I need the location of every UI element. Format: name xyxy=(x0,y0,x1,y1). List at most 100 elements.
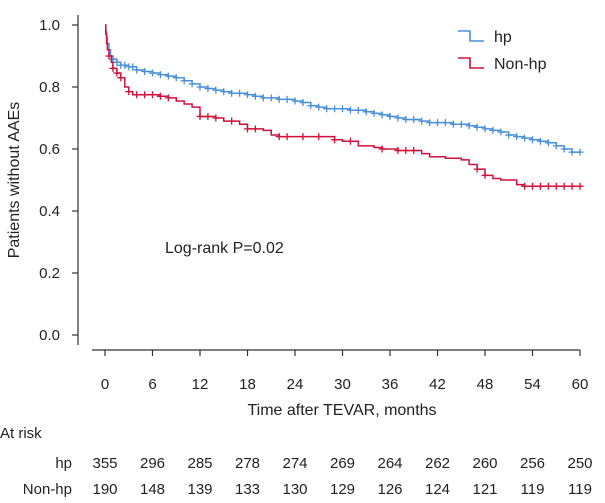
censor-mark xyxy=(141,91,149,99)
censor-mark xyxy=(441,119,449,127)
censor-mark xyxy=(228,89,236,97)
censor-mark xyxy=(121,61,129,69)
censor-mark xyxy=(105,52,113,60)
risk-value: 121 xyxy=(472,481,498,498)
x-tick-label: 12 xyxy=(192,376,209,393)
censor-mark xyxy=(560,182,568,190)
y-tick-label: 0.6 xyxy=(39,141,60,158)
y-tick-label: 0.8 xyxy=(39,79,60,96)
censor-mark xyxy=(465,122,473,130)
censor-mark xyxy=(149,69,156,77)
risk-value: 274 xyxy=(282,455,308,472)
x-tick-label: 48 xyxy=(477,376,494,393)
censor-mark xyxy=(133,91,141,99)
censor-mark xyxy=(481,171,489,179)
censor-mark xyxy=(109,64,117,72)
censor-mark xyxy=(283,133,291,141)
risk-row-label: Non-hp xyxy=(22,481,72,498)
censor-mark xyxy=(315,133,323,141)
censor-mark xyxy=(552,182,560,190)
y-tick-label: 0.4 xyxy=(39,203,60,220)
censor-mark xyxy=(339,105,346,113)
censor-mark xyxy=(521,182,529,190)
censor-mark xyxy=(457,120,465,128)
censor-mark xyxy=(331,136,339,144)
risk-value: 355 xyxy=(92,455,118,472)
censor-mark xyxy=(354,106,362,114)
censor-mark xyxy=(426,119,434,127)
risk-value: 190 xyxy=(92,481,118,498)
censor-mark xyxy=(536,182,544,190)
censor-marks-hp xyxy=(109,55,584,156)
risk-value: 124 xyxy=(424,481,451,498)
censor-mark xyxy=(489,126,497,134)
censor-mark xyxy=(394,147,402,155)
censor-mark xyxy=(386,112,394,120)
legend-label-non-hp: Non-hp xyxy=(494,56,547,73)
censor-mark xyxy=(196,83,204,91)
x-tick-label: 54 xyxy=(524,376,541,393)
risk-value: 148 xyxy=(139,481,166,498)
censor-marks-non-hp xyxy=(105,52,584,190)
censor-mark xyxy=(410,147,418,155)
censor-mark xyxy=(156,92,164,100)
censor-mark xyxy=(212,114,220,122)
risk-table-header: At risk xyxy=(0,425,605,447)
censor-mark xyxy=(544,139,552,147)
censor-mark xyxy=(259,94,267,102)
censor-mark xyxy=(505,131,513,139)
censor-mark xyxy=(251,125,259,133)
censor-mark xyxy=(113,69,121,77)
censor-mark xyxy=(141,68,149,75)
censor-mark xyxy=(133,66,141,74)
risk-value: 139 xyxy=(187,481,213,498)
censor-mark xyxy=(449,120,457,128)
legend-label-hp: hp xyxy=(494,29,512,46)
censor-mark xyxy=(434,119,441,127)
censor-mark xyxy=(275,133,283,141)
tick-labels: 0.0 0.2 0.4 0.6 0.8 1.0 0 6 12 18 24 30 36 42 48 54 60 xyxy=(39,17,588,393)
censor-mark xyxy=(370,109,378,117)
censor-mark xyxy=(560,145,568,153)
y-tick-label: 0.0 xyxy=(39,327,60,344)
risk-value: 129 xyxy=(329,481,356,498)
risk-value: 119 xyxy=(520,481,545,498)
censor-mark xyxy=(307,102,315,110)
x-tick-label: 18 xyxy=(239,376,256,393)
censor-mark xyxy=(529,136,536,144)
x-tick-label: 42 xyxy=(429,376,446,393)
censor-mark xyxy=(244,91,251,99)
censor-mark xyxy=(402,147,410,155)
censor-mark xyxy=(529,182,536,190)
risk-value: 119 xyxy=(568,481,592,498)
risk-table-title: At risk xyxy=(0,425,42,442)
censor-mark xyxy=(299,133,307,141)
censor-mark xyxy=(275,95,283,103)
survival-curves xyxy=(105,24,584,190)
censor-mark xyxy=(346,106,354,114)
risk-row-non-hp: Non-hp 190 148 139 133 130 129 126 124 121 119 119 xyxy=(0,481,605,503)
censor-mark xyxy=(113,58,121,66)
risk-value: 269 xyxy=(329,455,356,472)
x-tick-label: 30 xyxy=(334,376,351,393)
censor-mark xyxy=(418,117,426,125)
censor-mark xyxy=(552,142,560,150)
censor-mark xyxy=(204,112,212,120)
censor-mark xyxy=(204,85,212,93)
x-tick-label: 36 xyxy=(382,376,399,393)
censor-mark xyxy=(513,133,521,141)
y-tick-label: 1.0 xyxy=(39,17,60,34)
risk-value: 264 xyxy=(377,455,403,472)
censor-mark xyxy=(544,182,552,190)
risk-value: 126 xyxy=(377,481,403,498)
x-tick-label: 24 xyxy=(287,376,304,393)
censor-mark xyxy=(212,86,220,94)
risk-value: 133 xyxy=(234,481,261,498)
censor-mark xyxy=(196,112,204,120)
censor-mark xyxy=(180,77,188,85)
censor-mark xyxy=(497,128,505,136)
censor-mark xyxy=(244,125,251,133)
logrank-annotation: Log-rank P=0.02 xyxy=(165,240,284,257)
censor-mark xyxy=(481,125,489,133)
risk-value: 250 xyxy=(567,455,593,472)
